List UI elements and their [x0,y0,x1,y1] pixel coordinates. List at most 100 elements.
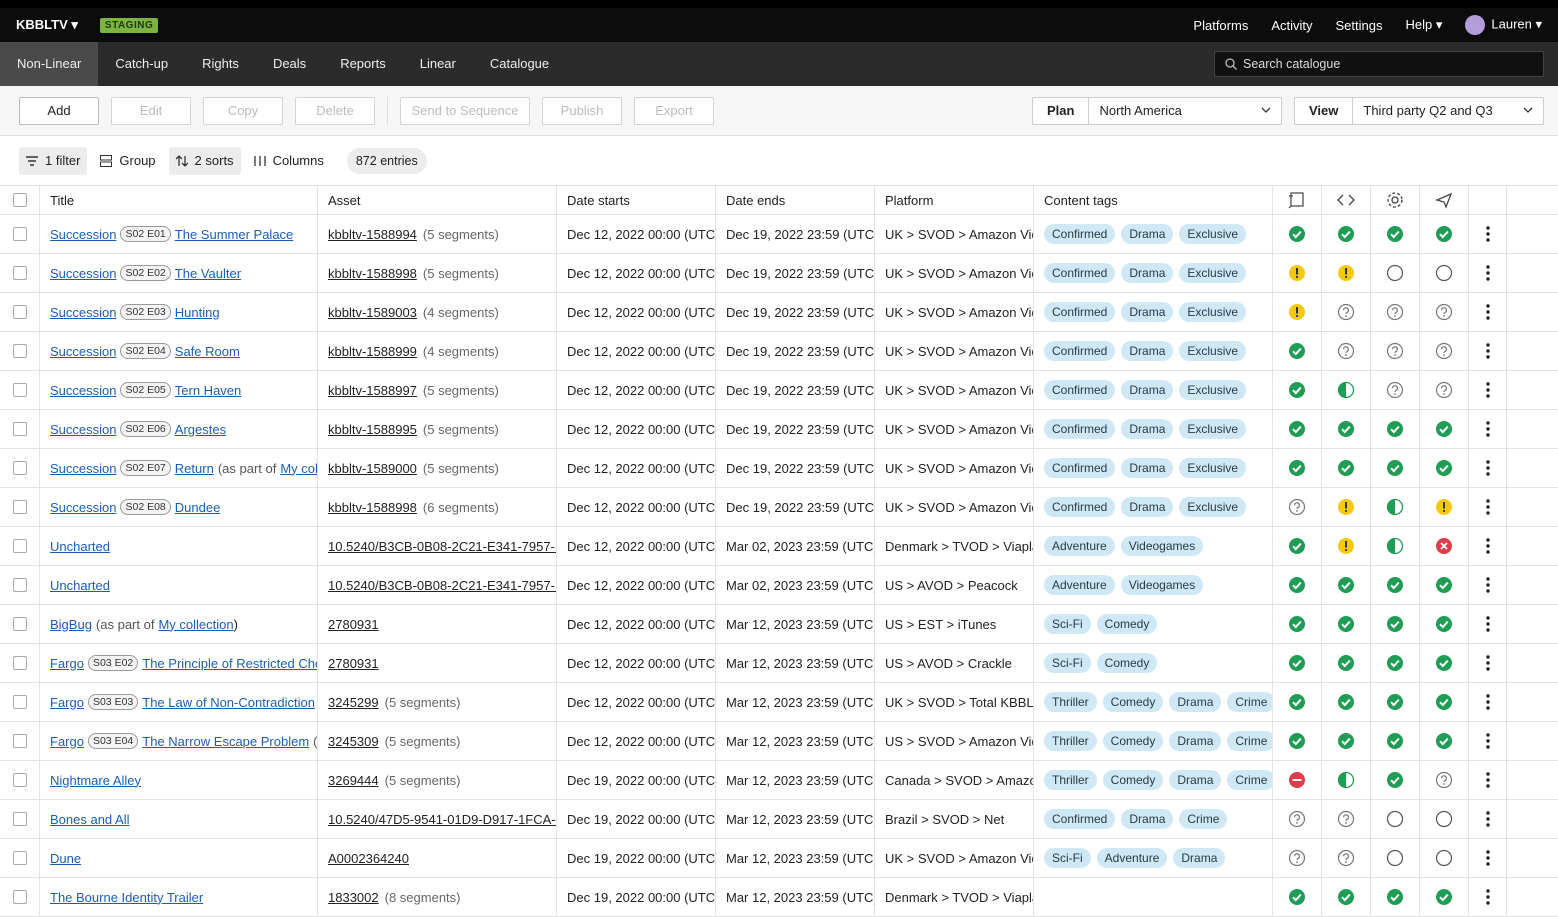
title-link[interactable]: Succession [50,266,116,281]
table-row[interactable]: BigBug(as part ofMy collection)2780931De… [0,605,1558,644]
group-button[interactable]: Group [93,147,162,175]
search-box[interactable]: Search catalogue [1214,51,1544,77]
table-row[interactable]: FargoS03 E04The Narrow Escape Problem(as… [0,722,1558,761]
cell[interactable] [1469,371,1507,409]
columns-button[interactable]: Columns [247,147,331,175]
title-link[interactable]: Succession [50,500,116,515]
cell[interactable] [1469,605,1507,643]
asset-link[interactable]: kbbltv-1589000 [328,461,417,476]
filter-label[interactable]: 1 filter [45,153,80,168]
filter-button[interactable]: 1 filter [19,147,87,175]
title-link[interactable]: Fargo [50,656,84,671]
nav-link[interactable]: Help [1405,17,1432,32]
table-row[interactable]: SuccessionS02 E05Tern Havenkbbltv-158899… [0,371,1558,410]
asset-link[interactable]: kbbltv-1588998 [328,266,417,281]
asset-link[interactable]: kbbltv-1588997 [328,383,417,398]
action-button[interactable]: Delete [295,97,375,125]
checkbox[interactable] [13,617,27,631]
columns-label[interactable]: Columns [273,153,324,168]
asset-link[interactable]: 10.5240/47D5-9541-01D9-D917-1FCA-E [328,812,557,827]
cell[interactable] [1469,839,1507,877]
nav-link[interactable]: Settings [1336,18,1383,33]
collection-link[interactable]: My collection [280,461,318,476]
title-link[interactable]: Fargo [50,734,84,749]
group-label[interactable]: Group [119,153,155,168]
table-row[interactable]: Bones and All10.5240/47D5-9541-01D9-D917… [0,800,1558,839]
cell[interactable] [1469,410,1507,448]
table-row[interactable]: SuccessionS02 E01The Summer Palacekbbltv… [0,215,1558,254]
column-header[interactable]: Date ends [726,193,785,208]
nav-link[interactable]: Platforms [1193,18,1248,33]
asset-link[interactable]: kbbltv-1588998 [328,500,417,515]
title-link[interactable]: Succession [50,383,116,398]
episode-link[interactable]: Return [175,461,214,476]
cell[interactable] [1469,332,1507,370]
title-link[interactable]: Succession [50,461,116,476]
cell[interactable] [1469,800,1507,838]
checkbox[interactable] [13,422,27,436]
table-row[interactable]: SuccessionS02 E04Safe Roomkbbltv-1588999… [0,332,1558,371]
title-link[interactable]: Succession [50,305,116,320]
checkbox[interactable] [13,695,27,709]
checkbox[interactable] [13,656,27,670]
tab[interactable]: Catalogue [473,42,566,86]
cell[interactable] [1469,215,1507,253]
help-menu[interactable]: Help ▾ [1405,17,1442,33]
episode-link[interactable]: Argestes [175,422,226,437]
action-button[interactable]: Add [19,97,99,125]
asset-link[interactable]: kbbltv-1588999 [328,344,417,359]
episode-link[interactable]: Safe Room [175,344,240,359]
cell[interactable] [1469,488,1507,526]
title-link[interactable]: Dune [50,851,81,866]
column-header[interactable]: Asset [328,193,361,208]
cell[interactable] [1469,683,1507,721]
title-link[interactable]: The Bourne Identity Trailer [50,890,203,905]
action-button[interactable]: Publish [542,97,622,125]
title-link[interactable]: Succession [50,344,116,359]
table-row[interactable]: SuccessionS02 E03Huntingkbbltv-1589003(4… [0,293,1558,332]
episode-link[interactable]: The Vaulter [175,266,241,281]
episode-link[interactable]: The Narrow Escape Problem [142,734,309,749]
checkbox[interactable] [13,851,27,865]
checkbox[interactable] [13,578,27,592]
column-header[interactable]: Title [50,193,74,208]
table-row[interactable]: The Bourne Identity Trailer1833002(8 seg… [0,878,1558,917]
select-value[interactable]: North America [1089,98,1281,124]
nav-link[interactable]: Activity [1271,18,1312,33]
asset-link[interactable]: 2780931 [328,617,379,632]
table-row[interactable]: SuccessionS02 E08Dundeekbbltv-1588998(6 … [0,488,1558,527]
select-value[interactable]: Third party Q2 and Q3 [1353,98,1543,124]
cell[interactable] [1469,293,1507,331]
brand-name[interactable]: KBBLTV [16,17,68,32]
title-link[interactable]: Fargo [50,695,84,710]
column-header[interactable]: Date starts [567,193,630,208]
asset-link[interactable]: 10.5240/B3CB-0B08-2C21-E341-7957-I [328,539,557,554]
checkbox[interactable] [13,193,27,207]
checkbox[interactable] [13,305,27,319]
action-button[interactable]: Copy [203,97,283,125]
column-header[interactable]: Content tags [1044,193,1118,208]
sort-button[interactable]: 2 sorts [169,147,241,175]
table-row[interactable]: SuccessionS02 E07Return(as part ofMy col… [0,449,1558,488]
checkbox[interactable] [13,734,27,748]
collection-link[interactable]: My collection [158,617,233,632]
checkbox[interactable] [13,890,27,904]
asset-link[interactable]: A0002364240 [328,851,409,866]
tab[interactable]: Reports [323,42,403,86]
checkbox[interactable] [13,227,27,241]
table-row[interactable]: FargoS03 E02The Principle of Restricted … [0,644,1558,683]
brand[interactable]: KBBLTV ▾ [16,17,78,33]
table-row[interactable]: SuccessionS02 E06Argesteskbbltv-1588995(… [0,410,1558,449]
table-row[interactable]: Nightmare Alley3269444(5 segments)Dec 19… [0,761,1558,800]
asset-link[interactable]: 3245299 [328,695,379,710]
table-row[interactable]: DuneA0002364240Dec 19, 2022 00:00 (UTC)M… [0,839,1558,878]
episode-link[interactable]: Dundee [175,500,221,515]
asset-link[interactable]: 2780931 [328,656,379,671]
asset-link[interactable]: kbbltv-1588994 [328,227,417,242]
table-row[interactable]: Uncharted10.5240/B3CB-0B08-2C21-E341-795… [0,527,1558,566]
table-row[interactable]: Uncharted10.5240/B3CB-0B08-2C21-E341-795… [0,566,1558,605]
table-row[interactable]: SuccessionS02 E02The Vaulterkbbltv-15889… [0,254,1558,293]
checkbox[interactable] [13,539,27,553]
column-header[interactable]: Platform [885,193,933,208]
sort-label[interactable]: 2 sorts [195,153,234,168]
